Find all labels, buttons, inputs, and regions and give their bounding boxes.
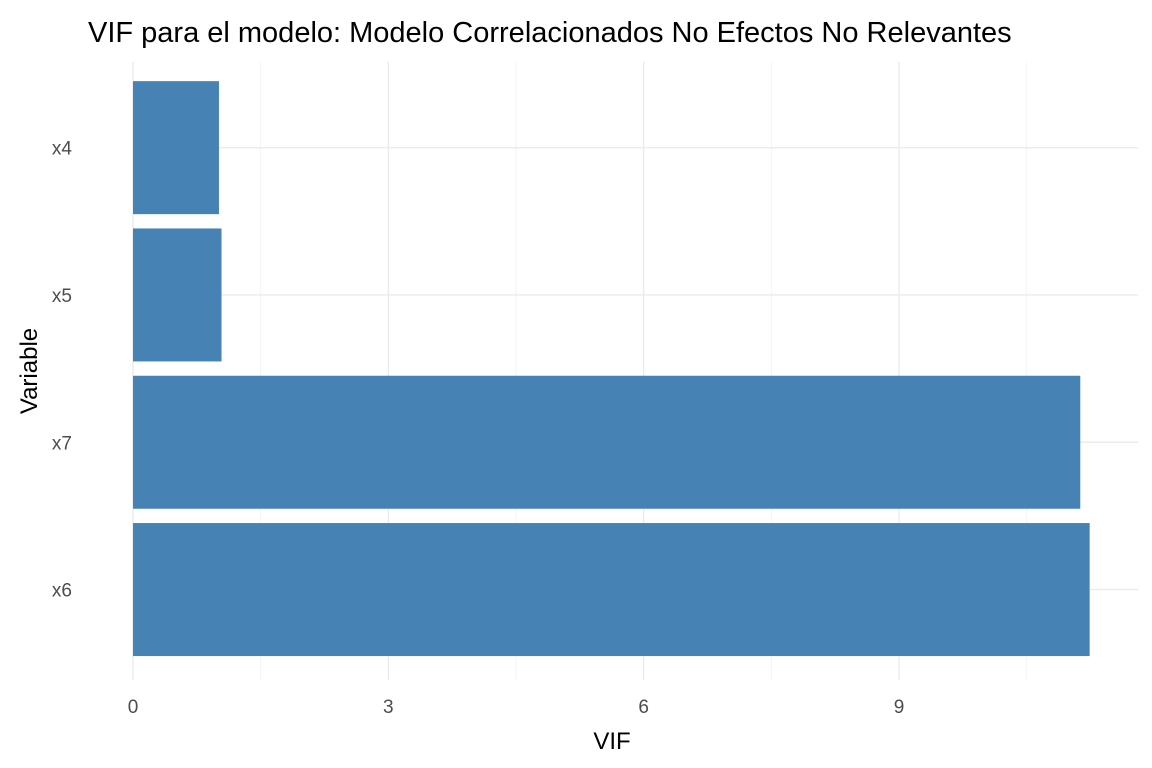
bar-x7 bbox=[133, 375, 1081, 509]
x-tick-label: 6 bbox=[638, 697, 649, 718]
bars bbox=[133, 81, 1090, 657]
x-axis-title: VIF bbox=[593, 728, 630, 755]
x-tick-label: 0 bbox=[128, 697, 139, 718]
y-tick-label: x7 bbox=[52, 433, 72, 454]
bar-x6 bbox=[133, 523, 1090, 657]
y-tick-label: x6 bbox=[52, 581, 72, 602]
x-tick-label: 9 bbox=[894, 697, 905, 718]
bar-x5 bbox=[133, 228, 222, 362]
y-axis-title: Variable bbox=[16, 328, 43, 414]
x-tick-labels: 0 3 6 9 bbox=[128, 697, 905, 718]
y-tick-labels: x4 x5 x7 x6 bbox=[52, 139, 73, 602]
y-tick-label: x4 bbox=[52, 139, 73, 160]
chart-title: VIF para el modelo: Modelo Correlacionad… bbox=[88, 17, 1012, 49]
x-tick-label: 3 bbox=[383, 697, 394, 718]
y-tick-label: x5 bbox=[52, 286, 72, 307]
bar-x4 bbox=[133, 81, 219, 215]
